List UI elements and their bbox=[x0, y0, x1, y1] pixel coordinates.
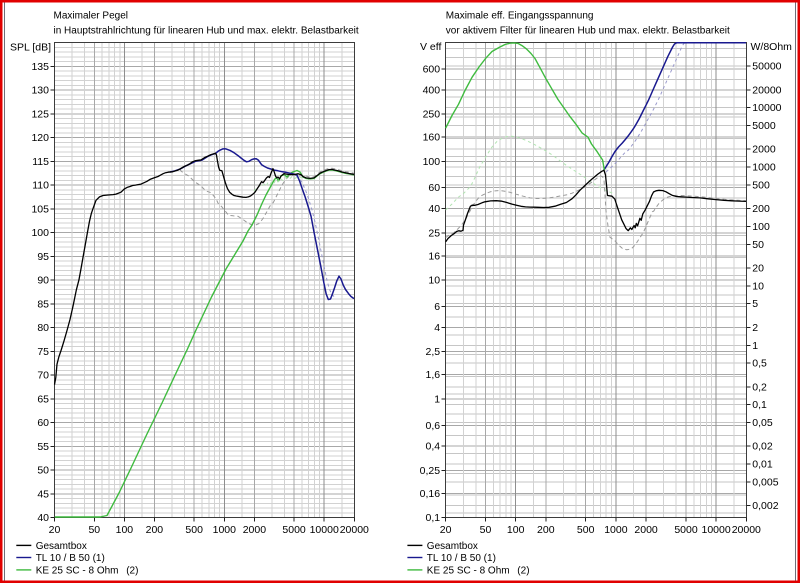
svg-text:1,6: 1,6 bbox=[425, 369, 440, 381]
svg-text:0,1: 0,1 bbox=[425, 512, 440, 524]
svg-text:10: 10 bbox=[428, 275, 440, 287]
svg-text:5: 5 bbox=[752, 298, 758, 310]
svg-text:10000: 10000 bbox=[752, 102, 781, 114]
svg-text:85: 85 bbox=[37, 298, 49, 310]
svg-text:20: 20 bbox=[752, 263, 764, 275]
svg-text:1: 1 bbox=[434, 393, 440, 405]
svg-text:250: 250 bbox=[423, 109, 441, 121]
svg-text:KE 25 SC - 8 Ohm: KE 25 SC - 8 Ohm bbox=[427, 566, 510, 577]
svg-text:0,02: 0,02 bbox=[752, 441, 773, 453]
svg-text:40: 40 bbox=[428, 203, 440, 215]
svg-text:20000: 20000 bbox=[732, 524, 761, 536]
svg-text:10000: 10000 bbox=[701, 524, 730, 536]
svg-text:100: 100 bbox=[31, 227, 49, 239]
svg-text:Gesamtbox: Gesamtbox bbox=[427, 541, 478, 552]
svg-text:SPL [dB]: SPL [dB] bbox=[10, 42, 51, 54]
svg-text:2,5: 2,5 bbox=[425, 346, 440, 358]
svg-text:200: 200 bbox=[537, 524, 555, 536]
svg-text:90: 90 bbox=[37, 275, 49, 287]
svg-text:100: 100 bbox=[116, 524, 134, 536]
svg-text:200: 200 bbox=[146, 524, 164, 536]
svg-text:80: 80 bbox=[37, 322, 49, 334]
svg-text:V eff: V eff bbox=[420, 41, 441, 53]
svg-text:5000: 5000 bbox=[282, 524, 306, 536]
svg-text:125: 125 bbox=[31, 108, 49, 120]
svg-text:(2): (2) bbox=[126, 566, 138, 577]
svg-text:115: 115 bbox=[32, 156, 49, 168]
svg-text:65: 65 bbox=[37, 393, 49, 405]
svg-text:100: 100 bbox=[752, 221, 770, 233]
svg-text:20000: 20000 bbox=[752, 84, 781, 96]
svg-text:20000: 20000 bbox=[340, 524, 369, 536]
svg-text:1000: 1000 bbox=[213, 524, 237, 536]
svg-text:0,005: 0,005 bbox=[752, 476, 778, 488]
svg-text:6: 6 bbox=[434, 301, 440, 313]
svg-text:(2): (2) bbox=[517, 566, 529, 577]
svg-text:45: 45 bbox=[37, 488, 49, 500]
svg-text:500: 500 bbox=[185, 524, 203, 536]
svg-text:110: 110 bbox=[32, 180, 49, 192]
svg-text:1000: 1000 bbox=[604, 524, 628, 536]
svg-text:0,1: 0,1 bbox=[752, 399, 767, 411]
svg-text:0,4: 0,4 bbox=[425, 441, 440, 453]
svg-text:KE 25 SC - 8 Ohm: KE 25 SC - 8 Ohm bbox=[36, 566, 119, 577]
svg-text:500: 500 bbox=[577, 524, 595, 536]
svg-text:2000: 2000 bbox=[243, 524, 267, 536]
svg-text:10: 10 bbox=[752, 280, 764, 292]
svg-text:5000: 5000 bbox=[674, 524, 698, 536]
svg-text:120: 120 bbox=[31, 132, 49, 144]
svg-text:200: 200 bbox=[752, 203, 770, 215]
svg-text:4: 4 bbox=[434, 322, 440, 334]
svg-text:Gesamtbox: Gesamtbox bbox=[36, 541, 87, 552]
svg-text:100: 100 bbox=[507, 524, 525, 536]
svg-text:TL 10 / B 50 (1): TL 10 / B 50 (1) bbox=[36, 553, 105, 564]
svg-text:1: 1 bbox=[752, 340, 758, 352]
svg-text:500: 500 bbox=[752, 179, 770, 191]
svg-text:400: 400 bbox=[423, 84, 441, 96]
svg-text:50: 50 bbox=[752, 239, 764, 251]
svg-text:0,05: 0,05 bbox=[752, 417, 773, 429]
svg-text:50: 50 bbox=[480, 524, 492, 536]
svg-text:5000: 5000 bbox=[752, 120, 776, 132]
svg-text:0,01: 0,01 bbox=[752, 459, 773, 471]
svg-text:50000: 50000 bbox=[752, 61, 781, 73]
svg-text:16: 16 bbox=[428, 250, 440, 262]
svg-text:100: 100 bbox=[423, 156, 441, 168]
svg-text:20: 20 bbox=[440, 524, 452, 536]
svg-text:105: 105 bbox=[31, 203, 49, 215]
svg-text:0,2: 0,2 bbox=[752, 381, 767, 393]
svg-text:2000: 2000 bbox=[634, 524, 658, 536]
svg-text:0,002: 0,002 bbox=[752, 500, 778, 512]
svg-text:60: 60 bbox=[428, 182, 440, 194]
svg-text:2: 2 bbox=[752, 322, 758, 334]
svg-text:70: 70 bbox=[37, 370, 49, 382]
svg-text:95: 95 bbox=[37, 251, 49, 263]
svg-text:0,25: 0,25 bbox=[420, 465, 441, 477]
svg-text:W/8Ohm: W/8Ohm bbox=[751, 41, 793, 53]
svg-text:130: 130 bbox=[31, 85, 49, 97]
svg-text:75: 75 bbox=[37, 346, 49, 358]
svg-text:0,6: 0,6 bbox=[425, 420, 440, 432]
svg-text:in Hauptstrahlrichtung für lin: in Hauptstrahlrichtung für linearen Hub … bbox=[54, 26, 359, 37]
svg-text:1000: 1000 bbox=[752, 162, 776, 174]
svg-text:40: 40 bbox=[37, 512, 49, 524]
svg-text:2000: 2000 bbox=[752, 144, 776, 156]
svg-text:10000: 10000 bbox=[310, 524, 339, 536]
svg-text:160: 160 bbox=[423, 132, 441, 144]
svg-text:135: 135 bbox=[31, 61, 49, 73]
svg-text:Maximale eff. Eingangsspannung: Maximale eff. Eingangsspannung bbox=[446, 11, 594, 22]
svg-text:60: 60 bbox=[37, 417, 49, 429]
svg-text:50: 50 bbox=[37, 465, 49, 477]
svg-text:50: 50 bbox=[88, 524, 100, 536]
svg-text:vor aktivem Filter für lineare: vor aktivem Filter für linearen Hub und … bbox=[446, 26, 730, 37]
svg-text:0,5: 0,5 bbox=[752, 358, 767, 370]
svg-text:600: 600 bbox=[423, 63, 441, 75]
svg-text:25: 25 bbox=[428, 227, 440, 239]
svg-text:55: 55 bbox=[37, 441, 49, 453]
svg-text:Maximaler Pegel: Maximaler Pegel bbox=[54, 11, 128, 22]
svg-text:20: 20 bbox=[49, 524, 61, 536]
svg-text:TL 10 / B 50 (1): TL 10 / B 50 (1) bbox=[427, 553, 496, 564]
svg-text:0,16: 0,16 bbox=[420, 488, 441, 500]
